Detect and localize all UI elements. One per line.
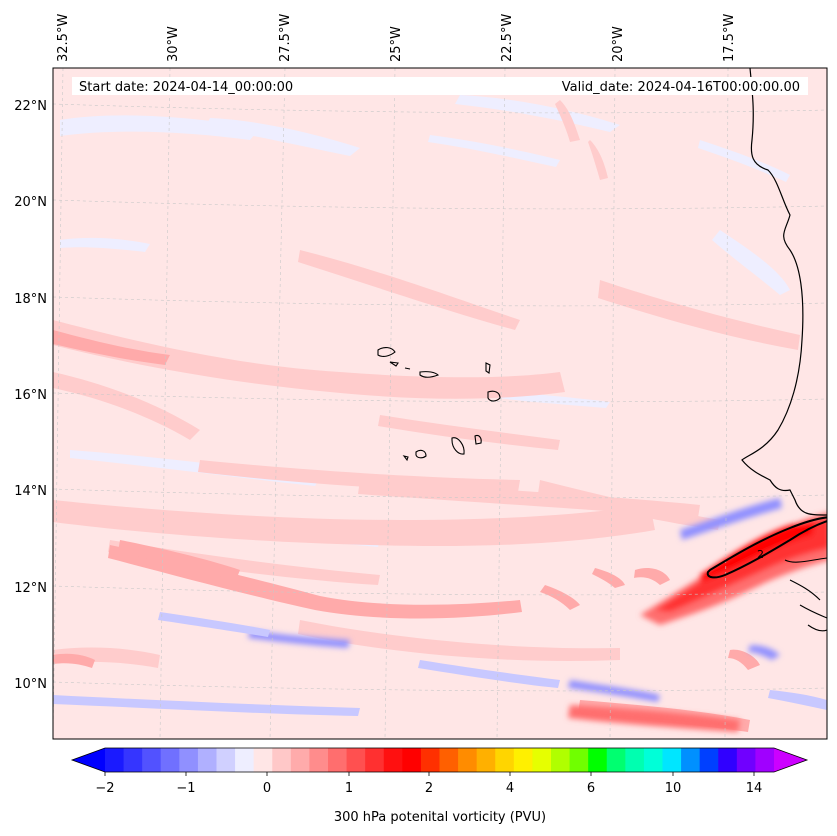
- africa-coastline: [741, 68, 827, 516]
- pv-background: [53, 68, 827, 739]
- colorbar-tick-label: 14: [746, 781, 763, 796]
- colorbar-tick-label: 2: [425, 781, 433, 796]
- contour-label: 2: [757, 548, 764, 561]
- colorbar-segment: [272, 748, 292, 772]
- colorbar-segment: [179, 748, 199, 772]
- colorbar-segment: [755, 748, 775, 772]
- colorbar-tick-label: 6: [587, 781, 595, 796]
- gridlines: [53, 68, 827, 739]
- colorbar-segment: [346, 748, 366, 772]
- colorbar-segment: [718, 748, 738, 772]
- colorbar-segment: [160, 748, 180, 772]
- colorbar-segment: [532, 748, 552, 772]
- pv-negative-strong: [248, 498, 782, 702]
- island-maio: [474, 434, 482, 445]
- lon-label: 25°W: [389, 26, 404, 62]
- colorbar-segment: [365, 748, 385, 772]
- lat-label: 14°N: [14, 484, 47, 499]
- colorbar-segment: [643, 748, 664, 772]
- date-banner: [72, 77, 808, 95]
- longitude-labels: 32.5°W 30°W 27.5°W 25°W 22.5°W 20°W 17.5…: [56, 14, 737, 62]
- colorbar-tick-label: −2: [95, 781, 114, 796]
- colorbar-segment: [197, 748, 218, 772]
- pv-2-contour: [706, 516, 827, 579]
- colorbar-ticks: [104, 772, 755, 776]
- colorbar-segment: [736, 748, 757, 772]
- colorbar-tick-label: 10: [665, 781, 682, 796]
- colorbar-segment: [402, 748, 422, 772]
- island-santiago: [451, 437, 465, 455]
- colorbar-segment: [439, 748, 459, 772]
- colorbar-segment: [253, 748, 273, 772]
- island-santo-antao: [377, 347, 396, 357]
- colorbar-segment: [625, 748, 645, 772]
- island-santa-luzia: [404, 367, 411, 370]
- colorbar-segment: [290, 748, 311, 772]
- lat-label: 20°N: [14, 195, 47, 210]
- colorbar-segment: [309, 748, 329, 772]
- cape-verde-islands: [377, 347, 501, 462]
- colorbar-segment: [476, 748, 496, 772]
- island-fogo: [415, 449, 427, 459]
- colorbar-tick-label: 1: [345, 781, 353, 796]
- colorbar-tick-label: 4: [506, 781, 514, 796]
- colorbar-segment: [328, 748, 348, 772]
- latitude-labels: 22°N 20°N 18°N 16°N 14°N 12°N 10°N: [14, 99, 47, 692]
- colorbar-segment: [420, 748, 441, 772]
- island-boa-vista: [487, 390, 501, 402]
- lat-label: 10°N: [14, 677, 47, 692]
- lon-label: 27.5°W: [278, 14, 293, 62]
- pv-negative-light: [53, 612, 827, 716]
- colorbar-tick-label: 0: [263, 781, 271, 796]
- island-sao-nicolau: [419, 371, 439, 378]
- colorbar-segment: [216, 748, 236, 772]
- colorbar-segment: [681, 748, 701, 772]
- start-date-label: Start date: 2024-04-14_00:00:00: [79, 80, 293, 95]
- lon-label: 30°W: [166, 26, 181, 62]
- colorbar-segment: [495, 748, 515, 772]
- lon-label: 32.5°W: [56, 14, 71, 62]
- guinea-coast: [784, 557, 827, 632]
- colorbar-title: 300 hPa potenital vorticity (PVU): [334, 810, 546, 825]
- colorbar-segment: [569, 748, 589, 772]
- colorbar-segment: [662, 748, 682, 772]
- colorbar: −2 −1 0 1 2 4 6 10 14 300 hPa potenital …: [70, 747, 809, 825]
- lat-label: 22°N: [14, 99, 47, 114]
- colorbar-segment: [458, 748, 478, 772]
- colorbar-segment: [235, 748, 255, 772]
- colorbar-tick-label: −1: [176, 781, 195, 796]
- colorbar-segment: [123, 748, 143, 772]
- colorbar-segment: [105, 748, 125, 772]
- colorbar-segment: [142, 748, 162, 772]
- colorbar-segment: [588, 748, 608, 772]
- lon-label: 20°W: [611, 26, 626, 62]
- colorbar-under-arrow: [72, 748, 105, 772]
- colorbar-segment: [699, 748, 719, 772]
- lat-label: 12°N: [14, 581, 47, 596]
- colorbar-segment: [551, 748, 571, 772]
- pv-field: 2: [53, 68, 827, 739]
- island-sal: [485, 362, 491, 374]
- colorbar-segments: [105, 748, 775, 772]
- colorbar-segment: [606, 748, 626, 772]
- colorbar-segment: [383, 748, 403, 772]
- lat-label: 18°N: [14, 292, 47, 307]
- lon-label: 17.5°W: [722, 14, 737, 62]
- colorbar-segment: [513, 748, 534, 772]
- pv-jet-core: [568, 512, 827, 732]
- valid-date-label: Valid_date: 2024-04-16T00:00:00.00: [562, 80, 800, 95]
- island-brava: [402, 455, 409, 462]
- colorbar-over-arrow: [774, 748, 807, 772]
- lat-label: 16°N: [14, 388, 47, 403]
- lon-label: 22.5°W: [500, 14, 515, 62]
- island-sao-vicente: [389, 361, 399, 367]
- pv-band-light: [53, 100, 800, 668]
- map-frame: [52, 67, 828, 740]
